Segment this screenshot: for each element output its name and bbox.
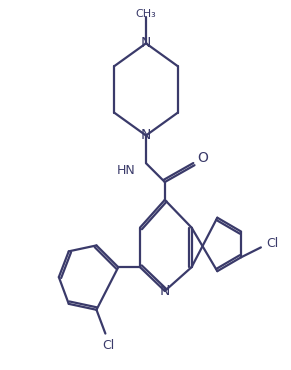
Text: N: N <box>160 284 170 298</box>
Text: N: N <box>141 128 151 142</box>
Text: O: O <box>197 151 208 165</box>
Text: Cl: Cl <box>102 339 114 352</box>
Text: Cl: Cl <box>266 237 278 250</box>
Text: HN: HN <box>116 164 135 176</box>
Text: N: N <box>141 36 151 50</box>
Text: CH₃: CH₃ <box>136 9 156 18</box>
